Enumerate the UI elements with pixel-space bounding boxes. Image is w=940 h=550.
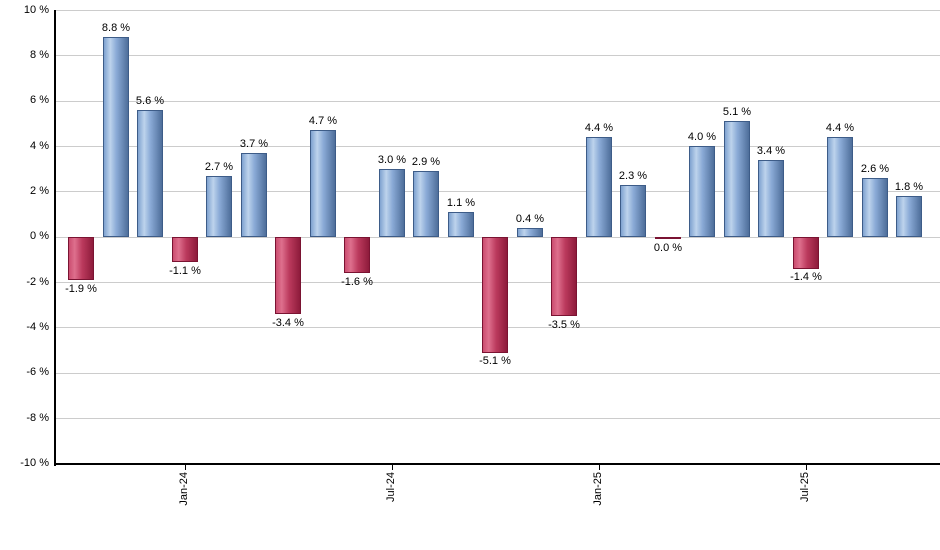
bar-value-label: 5.6 % [135, 95, 165, 107]
bar-value-label: 2.7 % [204, 161, 234, 173]
bar [862, 178, 888, 237]
bar-value-label: 8.8 % [101, 22, 131, 34]
bar [620, 185, 646, 237]
bar [793, 237, 819, 269]
bar [655, 237, 681, 239]
bar-value-label: -1.9 % [65, 283, 97, 295]
y-axis-tick-label: 6 % [30, 94, 49, 106]
bar [379, 169, 405, 237]
x-axis-tick-label: Jan-24 [178, 472, 190, 506]
bar-value-label: 3.4 % [756, 145, 786, 157]
y-axis-tick-label: 0 % [30, 230, 49, 242]
bar [68, 237, 94, 280]
bar-value-label: 4.0 % [687, 131, 717, 143]
gridline [55, 373, 940, 374]
x-axis-tick [599, 464, 600, 470]
bar [344, 237, 370, 273]
bar [310, 130, 336, 237]
bar [413, 171, 439, 237]
bar-value-label: 1.8 % [894, 181, 924, 193]
bar [586, 137, 612, 237]
bar [758, 160, 784, 237]
bar [448, 212, 474, 237]
bar [137, 110, 163, 237]
bar [241, 153, 267, 237]
bar [827, 137, 853, 237]
gridline [55, 55, 940, 56]
x-axis-tick-label: Jan-25 [592, 472, 604, 506]
y-axis-line [54, 10, 56, 466]
bar-value-label: 2.3 % [618, 170, 648, 182]
bar-value-label: -5.1 % [479, 355, 511, 367]
bar [103, 37, 129, 237]
bar-value-label: 2.6 % [860, 163, 890, 175]
y-axis-tick-label: 10 % [23, 4, 49, 16]
bar [206, 176, 232, 237]
y-axis-tick-label: -8 % [26, 412, 49, 424]
bar-value-label: 4.4 % [584, 122, 614, 134]
y-axis-tick-label: -4 % [26, 321, 49, 333]
bar [896, 196, 922, 237]
bar-value-label: 0.4 % [515, 213, 545, 225]
x-axis-tick [392, 464, 393, 470]
x-axis-line [54, 463, 940, 465]
bar-value-label: -1.4 % [790, 271, 822, 283]
bar [275, 237, 301, 314]
bar [551, 237, 577, 316]
y-axis-tick-label: -2 % [26, 276, 49, 288]
x-axis-tick [185, 464, 186, 470]
x-axis-tick [806, 464, 807, 470]
gridline [55, 101, 940, 102]
bar-value-label: -1.1 % [169, 265, 201, 277]
y-axis-tick-label: -10 % [20, 457, 49, 469]
bar-value-label: 2.9 % [411, 156, 441, 168]
x-axis-tick-label: Jul-25 [799, 472, 811, 502]
y-axis-tick-label: 4 % [30, 140, 49, 152]
bar [517, 228, 543, 237]
bar-value-label: -3.5 % [548, 319, 580, 331]
bar-value-label: 0.0 % [653, 242, 683, 254]
gridline [55, 146, 940, 147]
x-axis-tick-label: Jul-24 [385, 472, 397, 502]
gridline [55, 418, 940, 419]
bar-value-label: 1.1 % [446, 197, 476, 209]
bar [724, 121, 750, 237]
bar-value-label: 4.4 % [825, 122, 855, 134]
bar-value-label: 3.0 % [377, 154, 407, 166]
bar [482, 237, 508, 353]
bar-value-label: 4.7 % [308, 115, 338, 127]
bar-value-label: 5.1 % [722, 106, 752, 118]
bar-value-label: -3.4 % [272, 317, 304, 329]
y-axis-tick-label: 2 % [30, 185, 49, 197]
bar-value-label: -1.6 % [341, 276, 373, 288]
y-axis-tick-label: -6 % [26, 366, 49, 378]
bar-value-label: 3.7 % [239, 138, 269, 150]
gridline [55, 191, 940, 192]
bar [689, 146, 715, 237]
gridline [55, 10, 940, 11]
bar [172, 237, 198, 262]
y-axis-tick-label: 8 % [30, 49, 49, 61]
